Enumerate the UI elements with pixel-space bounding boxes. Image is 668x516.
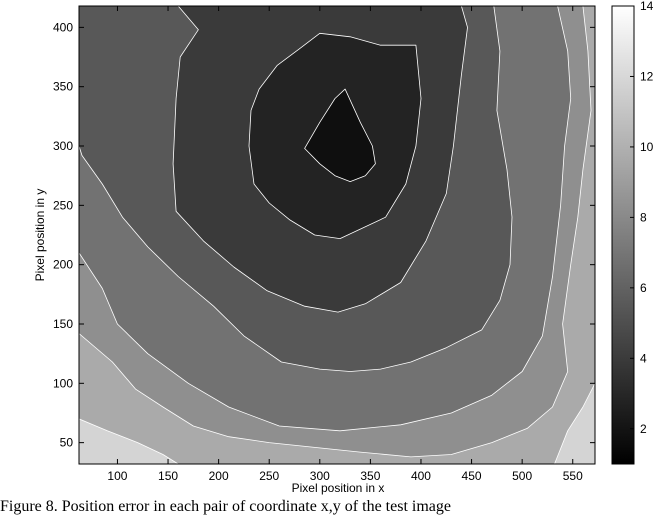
x-tick-label: 250 [259, 469, 279, 483]
y-tick-label: 100 [53, 376, 73, 390]
figure-caption: Figure 8. Position error in each pair of… [0, 498, 451, 515]
y-tick-label: 350 [53, 80, 73, 94]
y-tick-label: 200 [53, 258, 73, 272]
y-axis-label: Pixel position in y [33, 189, 47, 282]
colorbar-tick-label: 10 [640, 140, 654, 154]
x-tick-label: 400 [411, 469, 431, 483]
x-tick-label: 450 [462, 469, 482, 483]
x-tick-label: 300 [310, 469, 330, 483]
colorbar-ticks: 2 4 6 8 10 12 14 [630, 0, 654, 436]
colorbar-tick-label: 4 [640, 351, 647, 365]
y-tick-label: 300 [53, 139, 73, 153]
colorbar-tick-label: 12 [640, 69, 654, 83]
contour-fills [79, 6, 595, 464]
x-tick-label: 200 [209, 469, 229, 483]
x-tick-label: 350 [360, 469, 380, 483]
contour-level-1 [304, 88, 376, 183]
plot-frame [78, 5, 596, 465]
y-tick-label: 250 [53, 198, 73, 212]
x-tick-label: 500 [512, 469, 532, 483]
x-tick-label: 100 [107, 469, 127, 483]
x-axis-ticks: 100 150 200 250 300 350 400 450 500 550 [107, 6, 583, 483]
y-tick-label: 50 [60, 436, 74, 450]
x-axis-label: Pixel position in x [292, 481, 385, 495]
y-axis-ticks: 50 100 150 200 250 300 350 400 [53, 20, 595, 450]
colorbar-tick-label: 8 [640, 210, 647, 224]
contour-chart: 100 150 200 250 300 350 400 450 500 550 50 100 150 2… [33, 0, 654, 495]
colorbar-tick-label: 14 [640, 0, 654, 13]
x-tick-label: 550 [563, 469, 583, 483]
colorbar-tick-label: 2 [640, 422, 647, 436]
colorbar-tick-label: 6 [640, 281, 647, 295]
y-tick-label: 150 [53, 317, 73, 331]
colorbar [611, 5, 635, 465]
y-tick-label: 400 [53, 20, 73, 34]
x-tick-label: 150 [158, 469, 178, 483]
